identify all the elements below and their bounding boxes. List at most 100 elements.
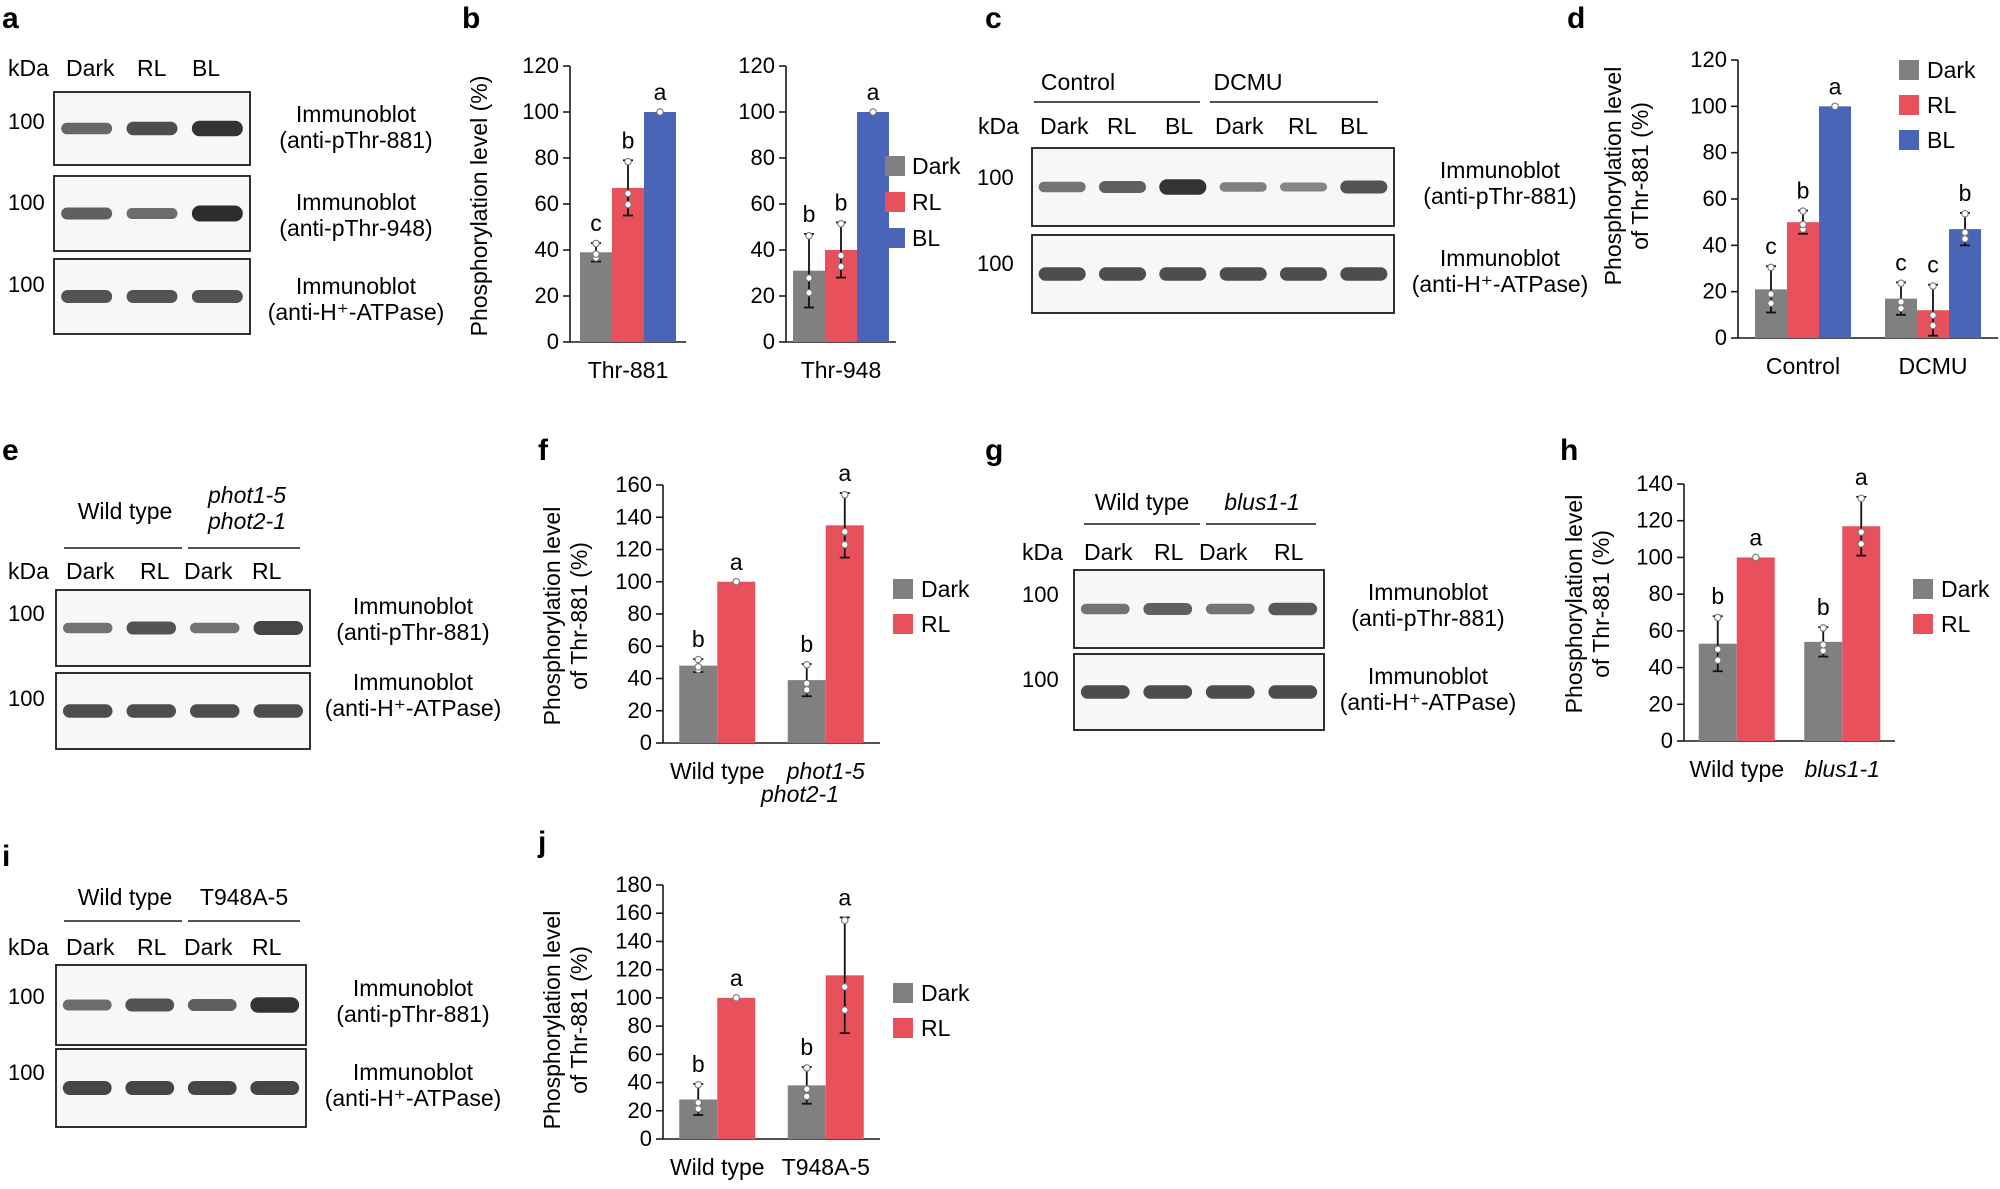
marker-label: 100 xyxy=(1022,667,1059,692)
legend-label: BL xyxy=(1927,127,1955,153)
x-tick-label: DCMU xyxy=(1899,353,1968,379)
replicate-point xyxy=(1767,299,1775,307)
panel-letter: b xyxy=(462,2,480,35)
protein-band xyxy=(1143,685,1193,699)
replicate-point xyxy=(1961,228,1969,237)
legend: Dark RL BL xyxy=(885,153,961,251)
significance-letter: b xyxy=(800,1034,813,1060)
protein-band xyxy=(125,1081,175,1095)
panel-letter: e xyxy=(2,434,19,467)
y-tick-label: 100 xyxy=(615,569,652,594)
replicate-point xyxy=(802,1064,811,1072)
replicate-point xyxy=(1857,494,1866,503)
marker-label: 100 xyxy=(977,251,1014,276)
y-axis-label: Phosphorylation level xyxy=(539,911,565,1130)
kda-label: kDa xyxy=(8,55,49,81)
lane-label: Dark xyxy=(66,55,115,81)
y-tick-label: 60 xyxy=(1703,186,1727,211)
protein-band xyxy=(62,1081,112,1095)
marker-label: 100 xyxy=(8,984,45,1009)
replicate-point xyxy=(1897,279,1905,287)
blot-strip xyxy=(55,672,311,750)
protein-band xyxy=(126,121,178,136)
legend-label: Dark xyxy=(921,980,970,1006)
blot-strip xyxy=(1031,234,1395,314)
bar-rl xyxy=(825,525,864,743)
y-tick-label: 0 xyxy=(763,329,775,354)
replicate-point xyxy=(1929,311,1937,320)
protein-band xyxy=(126,208,178,219)
y-axis-label: of Thr-881 (%) xyxy=(566,542,592,690)
y-tick-label: 140 xyxy=(615,928,652,953)
blot-title: Immunoblot xyxy=(296,101,417,127)
y-tick-label: 160 xyxy=(615,472,652,497)
protein-band xyxy=(189,622,240,634)
y-tick-label: 100 xyxy=(738,99,775,124)
panel-g: g Wild type blus1-1 kDa Dark RL Dark RL … xyxy=(985,434,1516,731)
panel-letter: d xyxy=(1567,2,1585,35)
y-tick-label: 20 xyxy=(628,698,652,723)
protein-band xyxy=(191,290,243,303)
blot-strip xyxy=(53,258,251,335)
blot-strip xyxy=(1073,653,1325,731)
group-label: DCMU xyxy=(1214,69,1283,95)
protein-band xyxy=(1080,685,1130,699)
y-tick-label: 140 xyxy=(1636,471,1673,496)
group-label: Control xyxy=(1041,69,1115,95)
marker-label: 100 xyxy=(8,1060,45,1085)
legend-label: RL xyxy=(1927,92,1957,118)
y-axis-label: of Thr-881 (%) xyxy=(1627,102,1653,250)
replicate-point xyxy=(1897,298,1905,306)
significance-letter: a xyxy=(654,79,667,105)
blot-antibody: (anti-H⁺-ATPase) xyxy=(1412,271,1589,297)
significance-letter: c xyxy=(1927,252,1939,278)
panel-a: a kDa Dark RL BL 100 Immunoblot (anti-pT… xyxy=(2,2,444,335)
protein-band xyxy=(1098,267,1147,281)
x-tick-label: Wild type xyxy=(1689,756,1784,782)
replicate-point xyxy=(694,663,702,671)
y-tick-label: 60 xyxy=(628,633,652,658)
legend-swatch-dark xyxy=(1899,60,1919,80)
replicate-point xyxy=(840,540,849,549)
replicate-point xyxy=(837,262,845,271)
lane-label: RL xyxy=(140,558,170,584)
bar-bl xyxy=(1949,229,1981,338)
protein-band xyxy=(125,998,175,1012)
replicate-point xyxy=(805,231,813,240)
replicate-point xyxy=(1897,304,1905,313)
significance-letter: b xyxy=(1797,178,1810,204)
legend-swatch-dark xyxy=(893,579,913,599)
replicate-point xyxy=(1819,641,1828,649)
significance-letter: b xyxy=(692,626,705,652)
legend-swatch-dark xyxy=(885,156,905,176)
replicate-point xyxy=(592,239,600,248)
blot-title: Immunoblot xyxy=(353,593,474,619)
kda-label: kDa xyxy=(1022,539,1063,565)
protein-band xyxy=(61,290,113,303)
panel-b: b Phosphorylation level (%) 0 20 40 60 80 100… xyxy=(462,2,961,383)
replicate-point xyxy=(837,251,845,260)
replicate-point xyxy=(1767,263,1775,272)
blot-title: Immunoblot xyxy=(353,669,474,695)
protein-band xyxy=(126,621,177,635)
legend-label: RL xyxy=(921,611,951,637)
legend-label: Dark xyxy=(1927,57,1976,83)
y-axis-label: of Thr-881 (%) xyxy=(566,946,592,1094)
blot-strip xyxy=(1073,569,1325,649)
legend: Dark RL BL xyxy=(1899,57,1976,153)
group-label: T948A-5 xyxy=(200,884,288,910)
protein-band xyxy=(61,122,113,135)
legend-swatch-bl xyxy=(885,228,905,248)
protein-band xyxy=(1219,182,1267,192)
lane-label: Dark xyxy=(184,558,233,584)
lane-label: Dark xyxy=(1040,113,1089,139)
lane-label: BL xyxy=(192,55,220,81)
replicate-point xyxy=(802,679,811,688)
blot-strip xyxy=(1031,147,1395,227)
replicate-point xyxy=(802,661,811,669)
replicate-point xyxy=(837,220,845,228)
protein-band xyxy=(1080,603,1130,615)
significance-letter: b xyxy=(692,1051,705,1077)
legend-swatch-rl xyxy=(1913,614,1933,634)
